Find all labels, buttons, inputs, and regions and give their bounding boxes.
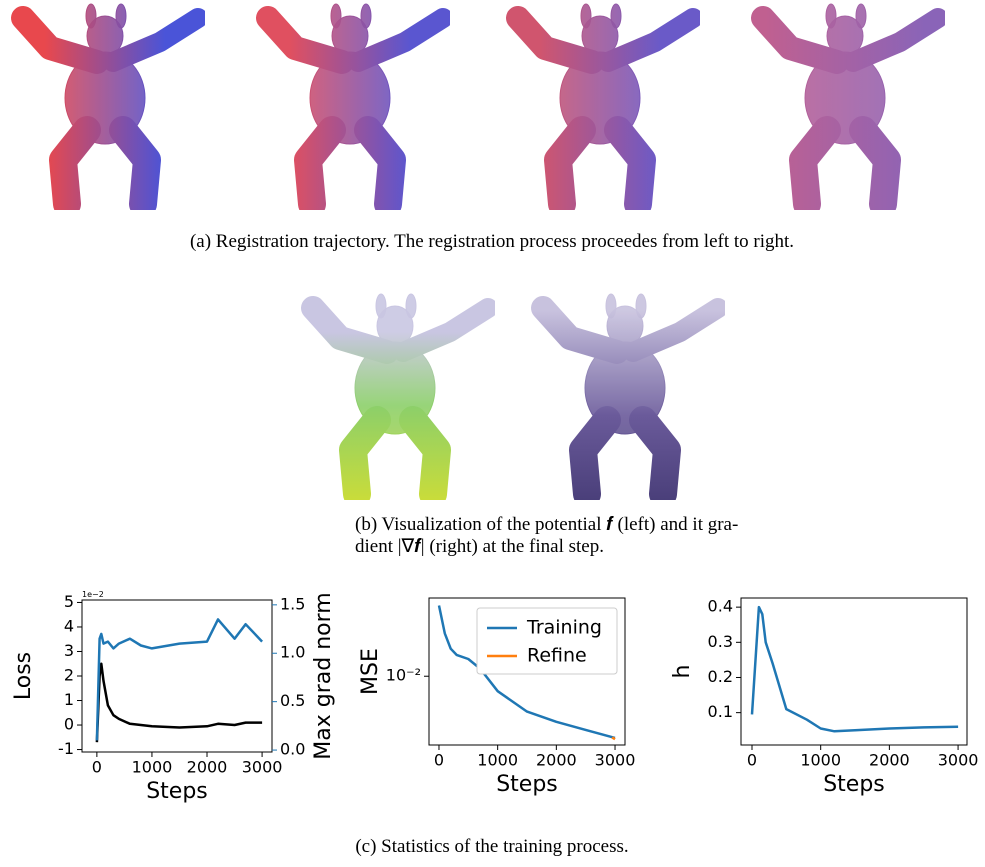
- plot-frame: [428, 597, 626, 746]
- x-tick-label: 3000: [938, 751, 979, 770]
- x-tick-label: 1000: [800, 751, 841, 770]
- x-tick-label: 2000: [536, 751, 577, 770]
- x-axis-label: Steps: [146, 779, 208, 804]
- x-tick-label: 3000: [242, 758, 283, 777]
- y-axis-label: MSE: [358, 648, 383, 695]
- y-tick-label: 10⁻²: [386, 666, 421, 685]
- x-tick-label: 1000: [477, 751, 518, 770]
- point-cloud-image: [5, 0, 205, 210]
- x-tick-label: 0: [434, 751, 444, 770]
- x-axis-label: Steps: [823, 772, 885, 797]
- caption: dient |∇𝒇| (right) at the final step.: [355, 536, 604, 557]
- legend-label: Training: [526, 617, 602, 639]
- y-tick-label: 4: [64, 616, 74, 635]
- x-tick-label: 0: [92, 758, 102, 777]
- y2-tick-label: 1.5: [280, 594, 305, 613]
- y-tick-label: 0.4: [708, 597, 733, 616]
- x-axis-label: Steps: [496, 772, 558, 797]
- x-tick-label: 2000: [869, 751, 910, 770]
- y-tick-label: 3: [64, 641, 74, 660]
- data-line: [611, 736, 616, 741]
- y-tick-label: 0.1: [708, 702, 733, 721]
- plot-frame: [81, 599, 273, 753]
- point-cloud-image: [525, 290, 725, 500]
- point-cloud-image: [500, 0, 700, 210]
- x-tick-label: 2000: [187, 758, 228, 777]
- y-tick-label: 2: [64, 666, 74, 685]
- y-tick-label: 5: [64, 592, 74, 611]
- point-cloud-image: [295, 290, 495, 500]
- y2-axis-label: Max grad norm: [311, 592, 336, 759]
- data-line: [95, 618, 264, 741]
- legend-box: [476, 607, 618, 675]
- x-tick-label: 1000: [132, 758, 173, 777]
- point-cloud-image: [250, 0, 450, 210]
- y-offset-label: 1e−2: [82, 590, 104, 599]
- y-tick-label: 0.3: [708, 632, 733, 651]
- data-line: [750, 605, 959, 733]
- y-tick-label: 0: [64, 715, 74, 734]
- y-tick-label: 0.2: [708, 667, 733, 686]
- legend-label: Refine: [527, 645, 587, 667]
- x-tick-label: 3000: [595, 751, 636, 770]
- data-line: [95, 662, 263, 743]
- caption: (a) Registration trajectory. The registr…: [190, 231, 794, 252]
- plot-frame: [740, 597, 968, 746]
- x-tick-label: 0: [747, 751, 757, 770]
- y2-tick-label: 0.5: [280, 691, 305, 710]
- caption: (c) Statistics of the training process.: [355, 836, 628, 857]
- y-axis-label: h: [670, 665, 695, 679]
- y2-tick-label: 1.0: [280, 643, 305, 662]
- y2-tick-label: 0.0: [280, 740, 305, 759]
- caption: (b) Visualization of the potential 𝒇 (le…: [355, 514, 738, 535]
- y-tick-label: -1: [58, 739, 74, 758]
- point-cloud-image: [745, 0, 945, 210]
- y-tick-label: 1: [64, 690, 74, 709]
- y-axis-label: Loss: [11, 652, 36, 700]
